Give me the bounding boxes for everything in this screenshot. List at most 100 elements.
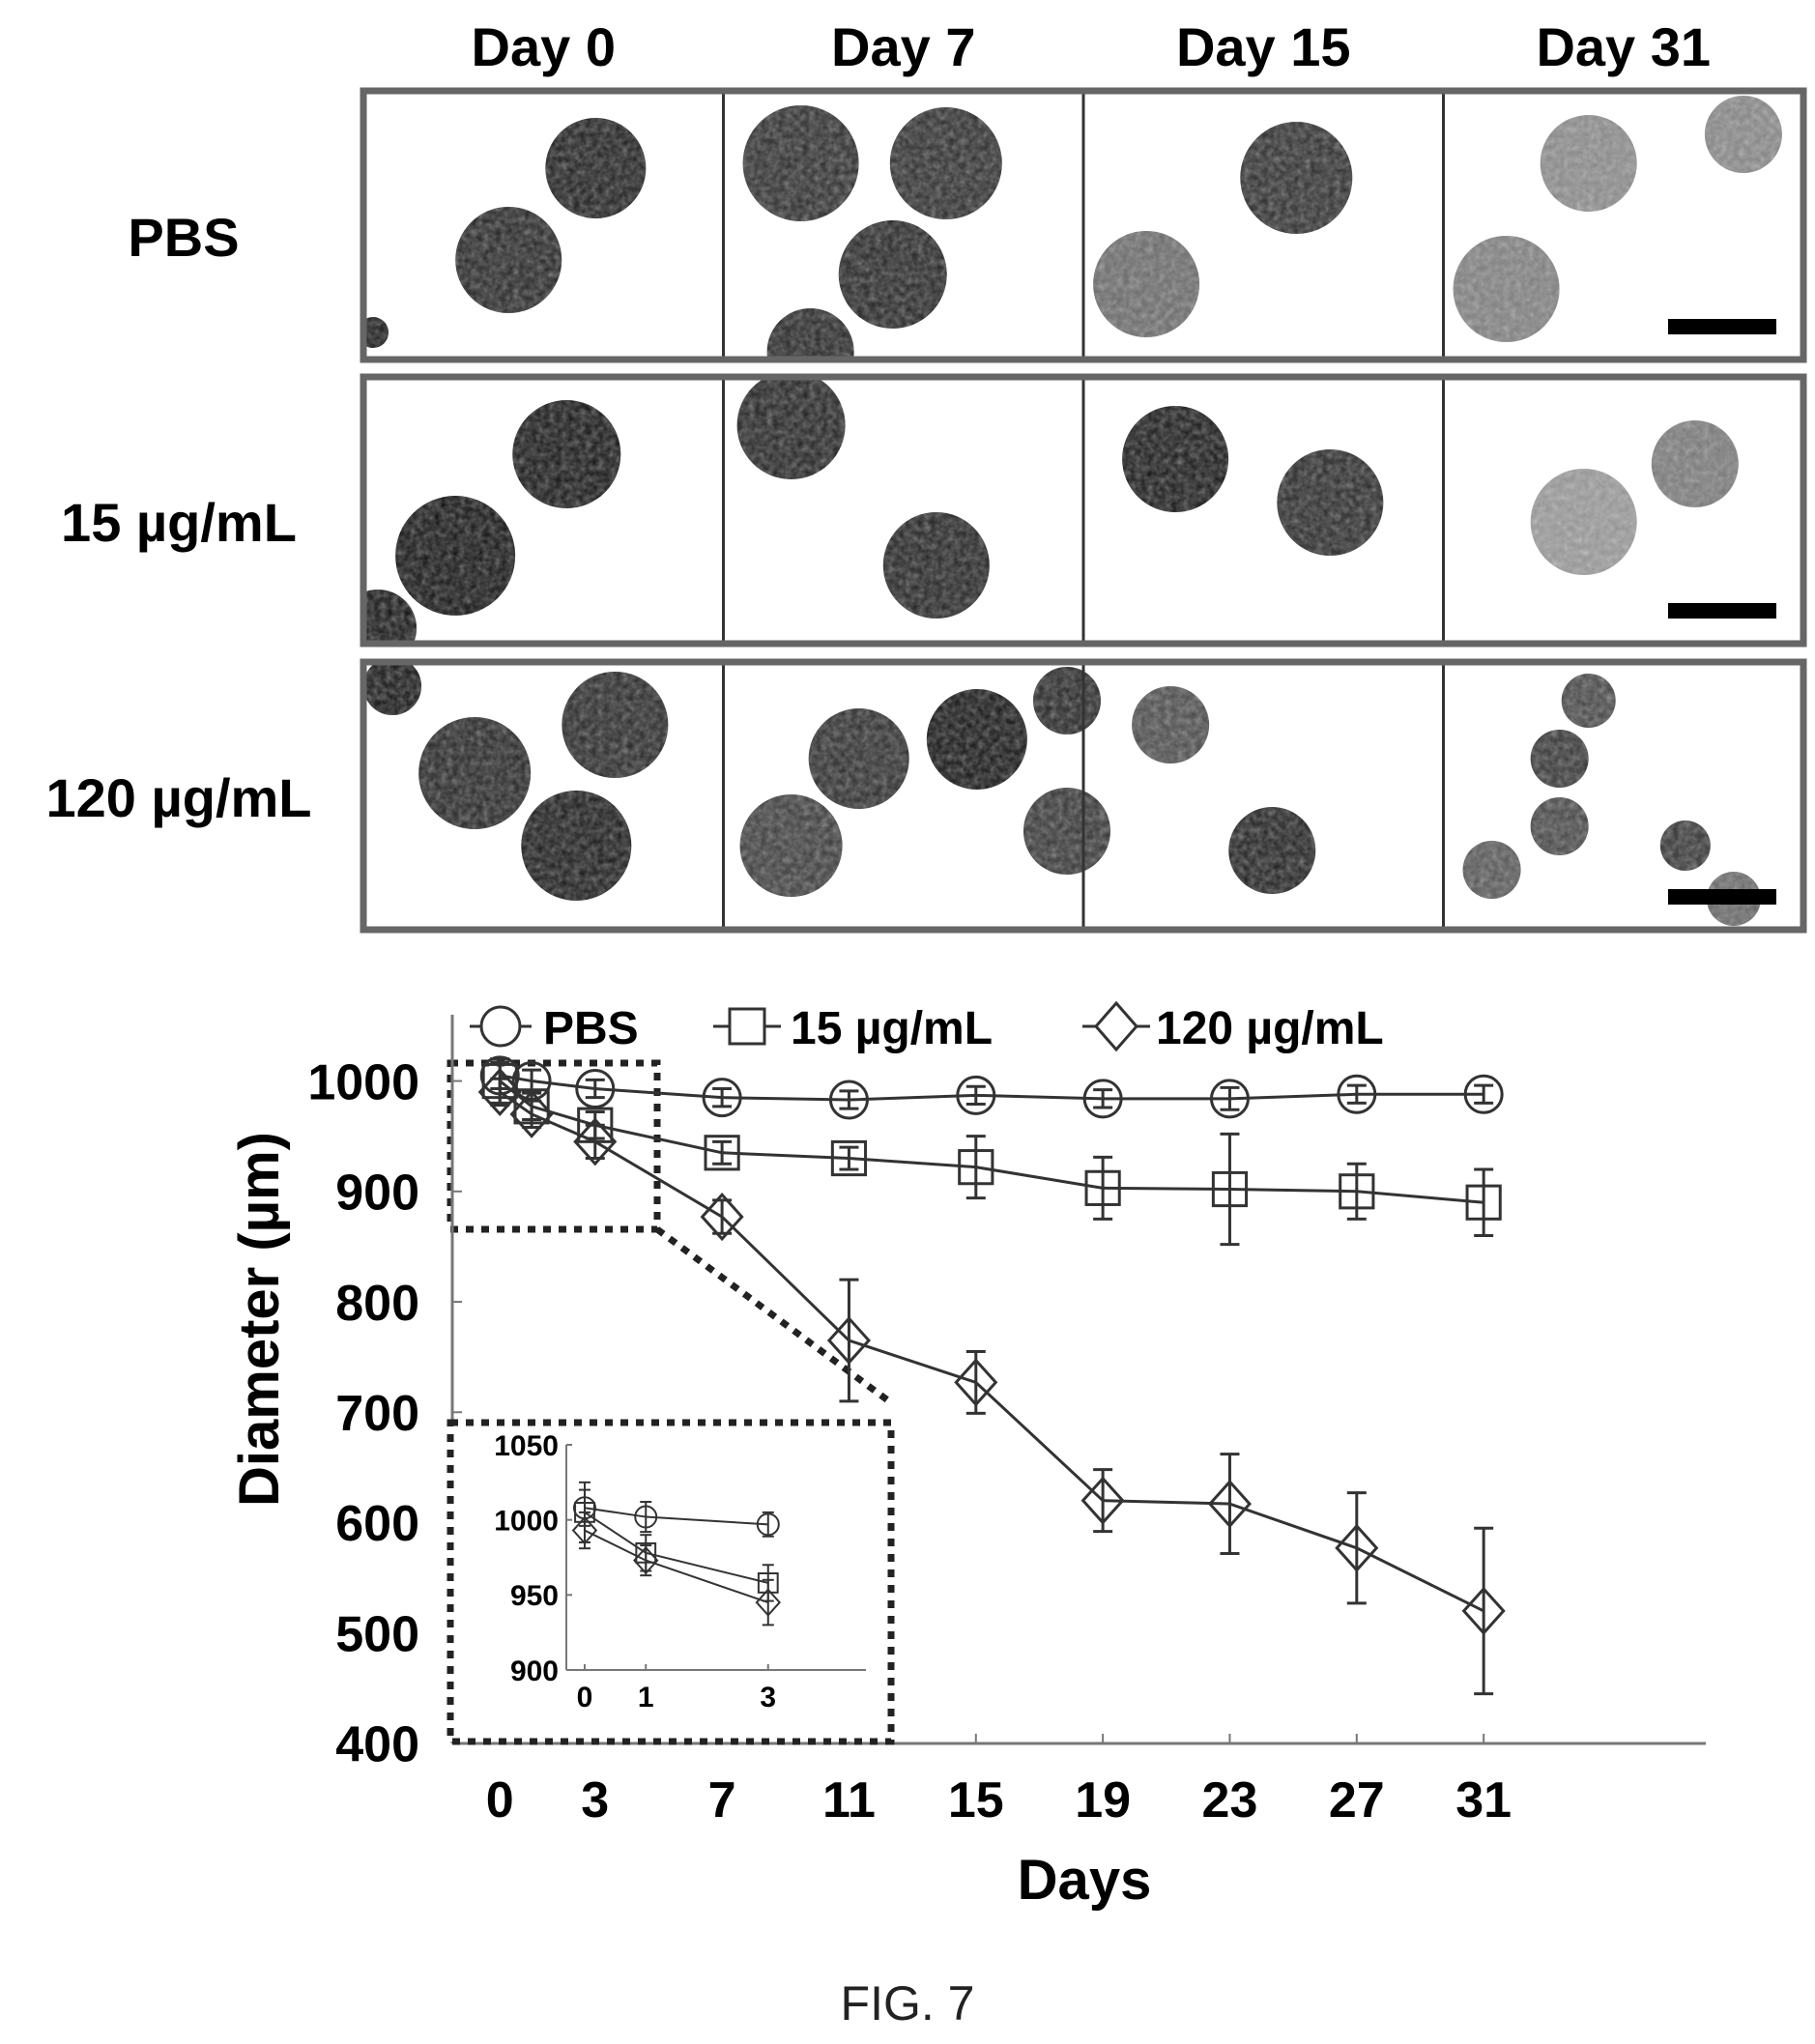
- x-tick-label: 31: [1455, 1772, 1512, 1828]
- point-diamond: [1461, 1586, 1506, 1635]
- x-axis-title: Days: [1018, 1849, 1152, 1912]
- y-tick-label: 900: [510, 1655, 559, 1687]
- micrograph-grid: Day 0 Day 7 Day 15 Day 31 PBS 15 µg/mL 120 µg/…: [45, 16, 1807, 934]
- inset-axes: 900 950 1000 1050 0 1 3: [494, 1430, 866, 1713]
- spheroid: [1530, 730, 1589, 788]
- column-label-day-15: Day 15: [1176, 16, 1351, 77]
- point-circle: [1082, 1079, 1123, 1119]
- spheroid: [1093, 231, 1200, 337]
- spheroid: [1228, 807, 1316, 894]
- scale-bar: [1668, 603, 1776, 619]
- spheroid: [926, 689, 1027, 790]
- y-tick-label: 1000: [307, 1054, 419, 1110]
- x-tick-label: 3: [760, 1682, 776, 1713]
- series-pbs: [479, 1055, 1504, 1120]
- spheroid: [808, 708, 909, 809]
- point-diamond: [633, 1545, 659, 1575]
- spheroid: [1122, 406, 1229, 512]
- point-diamond: [509, 1089, 554, 1138]
- spheroid: [1704, 96, 1782, 173]
- spheroid: [838, 220, 947, 329]
- point-diamond: [954, 1358, 998, 1407]
- spheroid: [562, 672, 669, 778]
- legend-label-15: 15 µg/mL: [791, 1003, 993, 1054]
- legend-item-15: 15 µg/mL: [713, 1003, 993, 1054]
- x-tick-label: 0: [577, 1682, 593, 1713]
- spheroid: [363, 590, 418, 644]
- spheroid: [418, 717, 532, 829]
- inset-series: [571, 1481, 782, 1627]
- x-tick-label: 3: [581, 1772, 609, 1828]
- point-diamond: [573, 1117, 618, 1166]
- series-line-15-g-ml: [499, 1080, 1484, 1204]
- point-diamond: [1335, 1523, 1379, 1572]
- column-label-day-7: Day 7: [831, 16, 975, 77]
- inset-frame: [447, 1419, 895, 1745]
- spheroid: [1462, 841, 1521, 899]
- series-120-g-ml: [477, 1067, 1506, 1696]
- y-tick-label: 800: [335, 1276, 419, 1332]
- spheroid: [889, 107, 1002, 219]
- spheroid: [1453, 236, 1560, 342]
- row-label-120-g-ml: 120 µg/mL: [45, 767, 311, 828]
- zoom-indicator: [447, 1059, 892, 1404]
- legend-item-120: 120 µg/mL: [1082, 1000, 1384, 1054]
- series-line-120-g-ml: [499, 1090, 1484, 1613]
- column-label-day-0: Day 0: [472, 16, 616, 77]
- point-circle: [956, 1075, 996, 1115]
- spheroid: [363, 662, 422, 715]
- point-circle: [1337, 1074, 1377, 1114]
- point-square: [1339, 1173, 1375, 1210]
- point-diamond: [571, 1515, 598, 1545]
- spheroid: [1032, 667, 1101, 734]
- x-tick-label: 1: [638, 1682, 654, 1713]
- point-circle: [1463, 1074, 1504, 1114]
- scale-bar: [1668, 319, 1776, 334]
- point-square: [830, 1139, 868, 1177]
- spheroid: [766, 308, 854, 360]
- spheroid: [742, 105, 859, 221]
- point-diamond: [826, 1315, 871, 1366]
- spheroid: [736, 377, 846, 479]
- point-diamond: [1207, 1480, 1253, 1529]
- y-tick-label: 1000: [494, 1505, 559, 1537]
- column-label-day-31: Day 31: [1536, 16, 1711, 77]
- point-circle: [575, 1069, 616, 1109]
- micrograph-row-frame: [360, 658, 1807, 934]
- series-line-pbs: [499, 1074, 1484, 1102]
- x-tick-label: 19: [1075, 1772, 1131, 1828]
- micrograph-row-pbs: [363, 91, 1803, 360]
- inset-chart: 900 950 1000 1050 0 1 3: [447, 1419, 895, 1745]
- y-tick-label: 400: [335, 1717, 419, 1773]
- point-diamond: [1080, 1476, 1125, 1525]
- point-diamond: [477, 1067, 522, 1117]
- spheroid: [395, 496, 516, 616]
- series-15-g-ml: [481, 1057, 1502, 1247]
- x-tick-label: 7: [708, 1772, 736, 1828]
- spheroid: [1651, 420, 1739, 507]
- legend-diamond-marker: [1094, 1000, 1138, 1052]
- micrograph-row-frame: [360, 373, 1807, 648]
- point-diamond: [755, 1588, 782, 1617]
- y-tick-label: 600: [335, 1496, 419, 1552]
- main-series: [477, 1055, 1506, 1696]
- micrograph-row-15-g-ml: [363, 377, 1803, 644]
- spheroid: [363, 317, 389, 348]
- spheroid: [1530, 469, 1637, 575]
- point-circle: [756, 1512, 780, 1537]
- spheroid: [512, 400, 621, 508]
- x-tick-label: 0: [486, 1772, 514, 1828]
- point-square: [1084, 1169, 1121, 1206]
- spheroid: [1530, 797, 1589, 855]
- x-tick-label: 11: [822, 1772, 876, 1828]
- spheroid: [1659, 820, 1711, 871]
- point-square: [958, 1149, 994, 1186]
- y-tick-label: 950: [510, 1580, 559, 1612]
- spheroid: [1132, 686, 1210, 763]
- micrograph-row-frame: [360, 87, 1807, 363]
- y-axis-title: Diameter (µm): [228, 1132, 291, 1507]
- y-tick-label: 1050: [494, 1430, 559, 1462]
- legend-square-marker: [728, 1007, 766, 1046]
- point-square: [1211, 1170, 1249, 1208]
